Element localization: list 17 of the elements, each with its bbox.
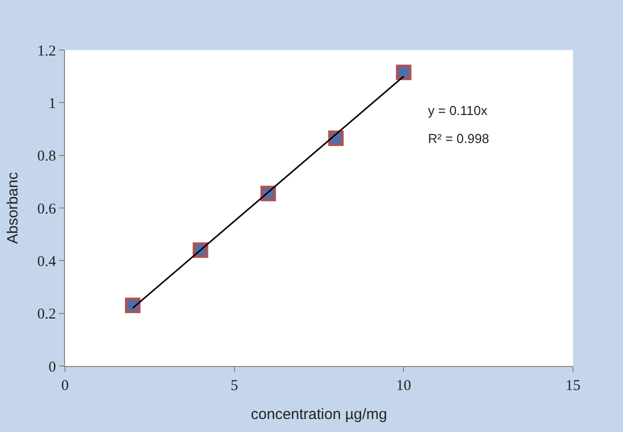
x-tick-label: 0 bbox=[61, 378, 69, 394]
x-tick-label: 15 bbox=[566, 378, 580, 394]
y-tick-label: 0.8 bbox=[37, 148, 56, 165]
point bbox=[124, 298, 140, 314]
x-tick-label: 10 bbox=[396, 378, 412, 394]
y-tick-label: 1.2 bbox=[37, 43, 56, 60]
point bbox=[396, 64, 412, 80]
x-axis-title: concentration µg/mg bbox=[250, 406, 388, 423]
y-axis-title: Absorbanc bbox=[4, 172, 22, 244]
annotation: y = 0.110x bbox=[428, 103, 488, 118]
y-tick-label: 0.2 bbox=[37, 306, 56, 323]
y-tick-label: 1 bbox=[48, 96, 56, 112]
y-tick-label: 0.6 bbox=[37, 201, 56, 218]
y-tick-label: 0.4 bbox=[37, 254, 56, 270]
x-tick-label: 5 bbox=[230, 378, 238, 394]
annotation: R² = 0.998 bbox=[428, 131, 490, 146]
y-tick-label: 0 bbox=[48, 359, 56, 376]
